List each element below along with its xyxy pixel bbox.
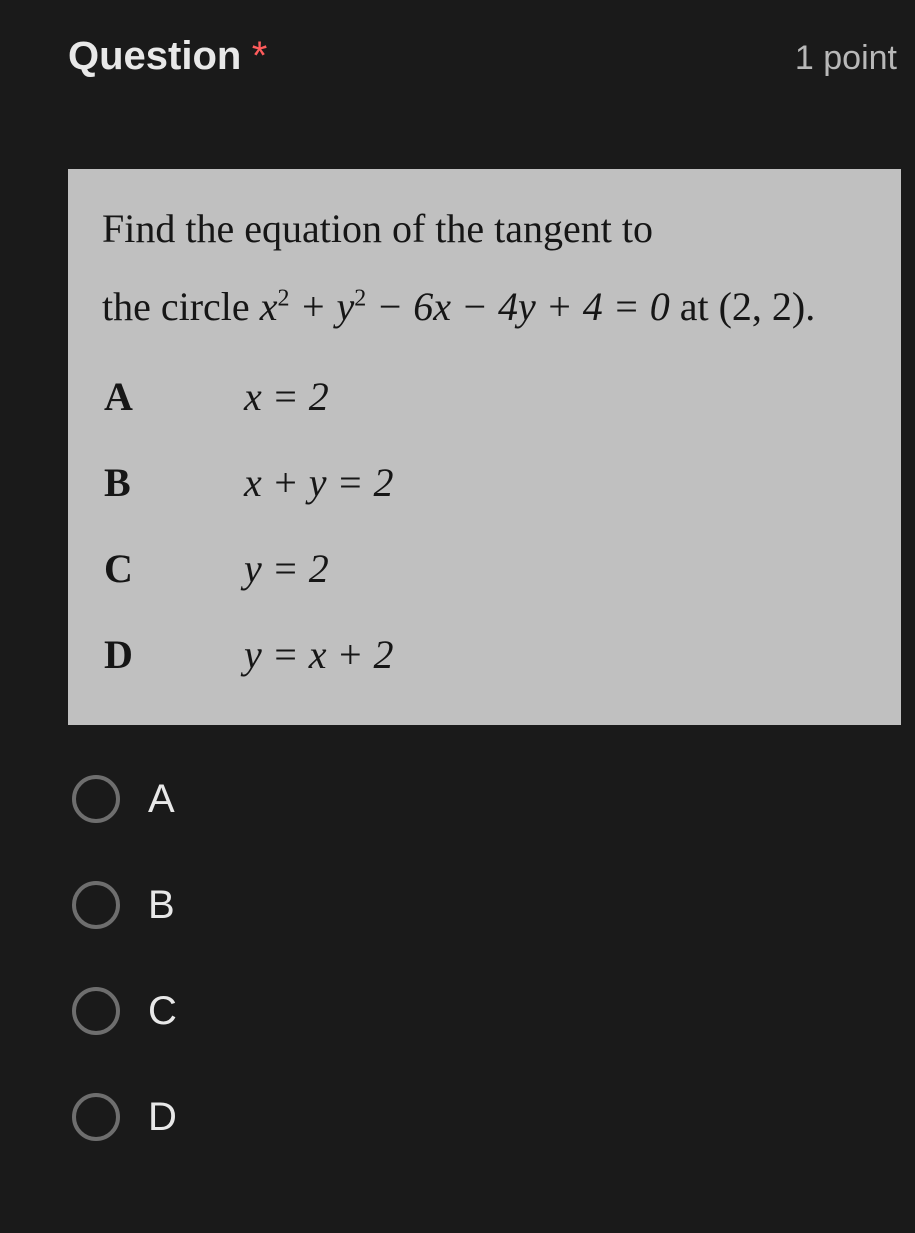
prompt-prefix: the circle xyxy=(102,284,260,329)
option-b[interactable]: B xyxy=(72,881,905,929)
radio-icon[interactable] xyxy=(72,775,120,823)
answer-letter: C xyxy=(104,539,244,599)
option-label: B xyxy=(148,883,175,928)
question-label: Question xyxy=(68,34,241,78)
points-label: 1 point xyxy=(795,39,897,78)
answer-letter: D xyxy=(104,625,244,685)
question-image: Find the equation of the tangent to the … xyxy=(68,169,901,725)
answer-expr: x + y = 2 xyxy=(244,453,394,513)
answer-row: A x = 2 xyxy=(102,367,877,427)
option-label: D xyxy=(148,1095,177,1140)
answer-expr: y = x + 2 xyxy=(244,625,394,685)
question-prompt-line1: Find the equation of the tangent to xyxy=(102,199,877,259)
answer-row: D y = x + 2 xyxy=(102,625,877,685)
question-prompt-line2: the circle x2 + y2 − 6x − 4y + 4 = 0 at … xyxy=(102,277,877,337)
circle-equation: x2 + y2 − 6x − 4y + 4 = 0 xyxy=(260,284,670,329)
answer-row: B x + y = 2 xyxy=(102,453,877,513)
answer-expr: y = 2 xyxy=(244,539,329,599)
question-title-group: Question * xyxy=(68,34,267,79)
radio-icon[interactable] xyxy=(72,987,120,1035)
options-list: A B C D xyxy=(68,775,905,1141)
radio-icon[interactable] xyxy=(72,881,120,929)
prompt-mid: at xyxy=(670,284,719,329)
option-d[interactable]: D xyxy=(72,1093,905,1141)
answer-row: C y = 2 xyxy=(102,539,877,599)
option-label: C xyxy=(148,989,177,1034)
answer-expr: x = 2 xyxy=(244,367,329,427)
radio-icon[interactable] xyxy=(72,1093,120,1141)
option-a[interactable]: A xyxy=(72,775,905,823)
answer-letter: A xyxy=(104,367,244,427)
option-label: A xyxy=(148,777,175,822)
option-c[interactable]: C xyxy=(72,987,905,1035)
question-header: Question * 1 point xyxy=(68,34,905,79)
answer-letter: B xyxy=(104,453,244,513)
point-text: (2, 2). xyxy=(719,284,816,329)
required-asterisk: * xyxy=(252,34,268,78)
